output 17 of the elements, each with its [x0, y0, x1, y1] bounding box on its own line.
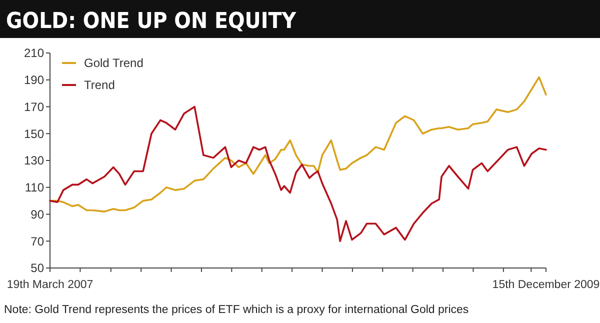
- line-series: [49, 76, 547, 212]
- text: Note: Gold Trend represents the prices of ETF which is a proxy for international Gold prices: [4, 304, 469, 316]
- y-tick-label: 90: [30, 207, 44, 222]
- y-tick-label: 130: [24, 154, 44, 168]
- x-tick-label: 19th March 2007: [6, 279, 94, 291]
- y-tick-label: 70: [30, 234, 44, 248]
- x-tick-label: 15th December 2009: [492, 279, 600, 291]
- y-tick-label: 210: [24, 46, 44, 60]
- y-tick-label: 50: [30, 261, 44, 276]
- legend-label: Trend: [84, 78, 115, 92]
- y-tick-label: 190: [24, 73, 44, 88]
- y-tick-label: 170: [24, 100, 44, 114]
- chart-title: GOLD: ONE UP ON EQUITY: [6, 9, 297, 34]
- y-tick-label: 150: [24, 126, 44, 141]
- y-tick-label: 110: [24, 180, 44, 195]
- line-series: [49, 106, 547, 242]
- legend-label: Gold Trend: [84, 56, 144, 70]
